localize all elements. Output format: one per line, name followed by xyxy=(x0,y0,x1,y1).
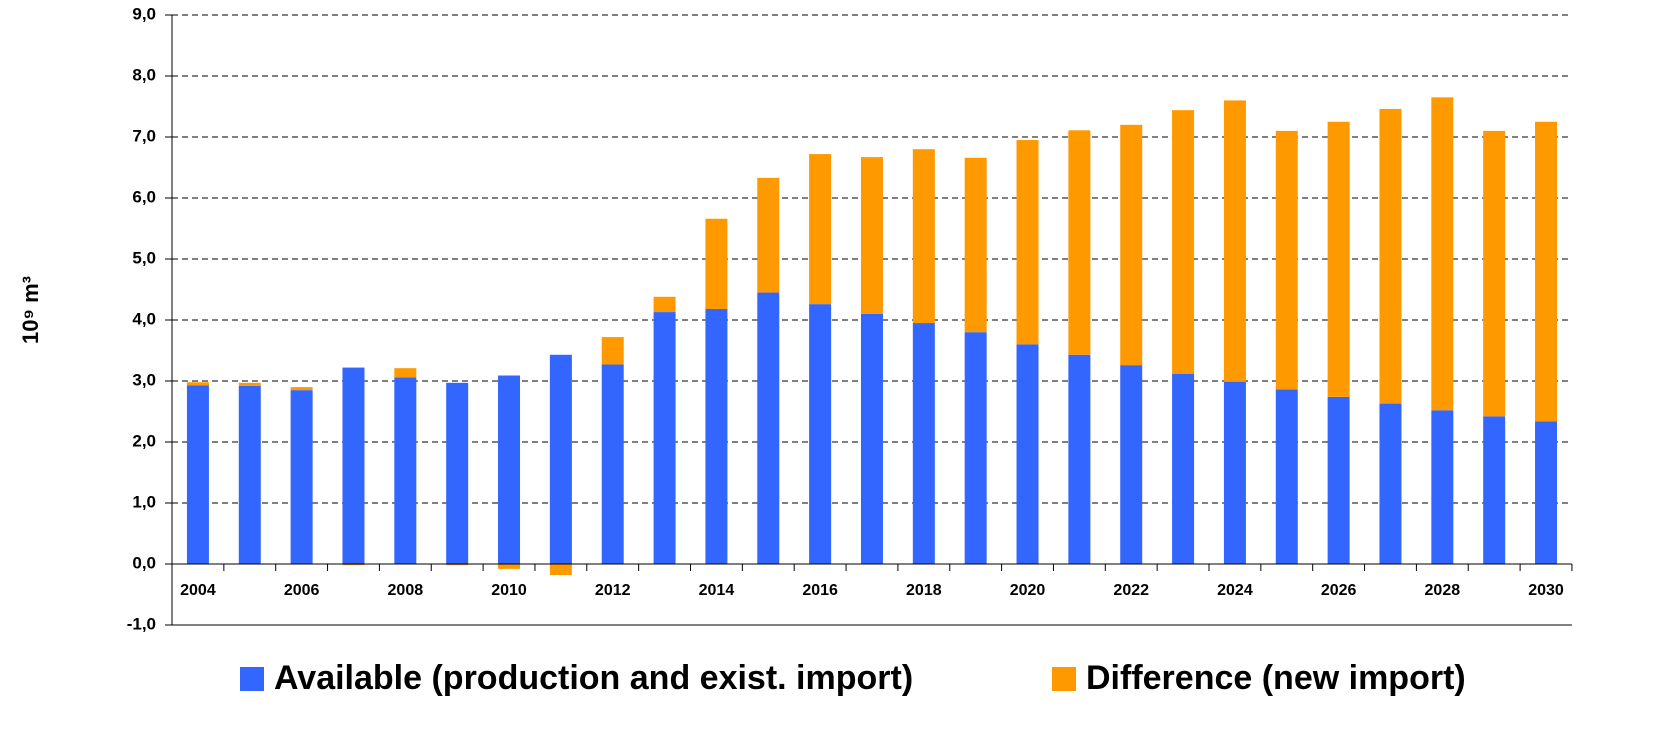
bar-segment xyxy=(757,292,780,564)
bar-segment xyxy=(601,337,624,365)
bar-segment xyxy=(394,368,417,378)
bar-segment xyxy=(446,382,469,564)
legend-swatch xyxy=(240,667,264,691)
bar-segment xyxy=(498,564,521,569)
bar-segment xyxy=(446,564,469,566)
y-tick-label: 1,0 xyxy=(132,492,156,511)
bar-segment xyxy=(912,323,935,564)
x-tick-label: 2020 xyxy=(1010,582,1046,599)
bar-segment xyxy=(342,564,365,566)
x-tick-label: 2006 xyxy=(284,582,320,599)
x-tick-label: 2028 xyxy=(1425,582,1461,599)
bar-segment xyxy=(1068,130,1091,355)
bar-segment xyxy=(1535,421,1558,564)
bar-segment xyxy=(653,312,676,564)
bar-segment xyxy=(1431,97,1454,411)
bar-segment xyxy=(705,218,728,310)
bar-segment xyxy=(705,309,728,564)
y-tick-label: 8,0 xyxy=(132,65,156,84)
bar-segment xyxy=(912,149,935,324)
bar-segment xyxy=(549,354,572,564)
legend-label: Difference (new import) xyxy=(1086,659,1466,697)
bar-segment xyxy=(1275,389,1298,564)
x-tick-label: 2026 xyxy=(1321,582,1357,599)
bar-segment xyxy=(860,157,883,314)
y-tick-label: 0,0 xyxy=(132,553,156,572)
bar-segment xyxy=(1016,140,1039,345)
bar-segment xyxy=(860,313,883,564)
bar-segment xyxy=(1068,354,1091,564)
bar-segment xyxy=(1431,410,1454,564)
x-tick-label: 2004 xyxy=(180,582,216,599)
bar-segment xyxy=(1327,396,1350,564)
bar-segment xyxy=(1223,100,1246,382)
bar-segment xyxy=(1379,108,1402,404)
bar-segment xyxy=(238,382,261,386)
bar-segment xyxy=(290,390,313,564)
bar-segment xyxy=(964,332,987,564)
bar-segment xyxy=(809,304,832,564)
bar-segment xyxy=(290,387,313,391)
bar-segment xyxy=(342,367,365,564)
y-tick-label: 9,0 xyxy=(132,4,156,23)
bar-segment xyxy=(498,375,521,564)
y-axis-label: 10⁹ m³ xyxy=(18,276,43,344)
bar-segment xyxy=(549,564,572,575)
x-tick-label: 2030 xyxy=(1528,582,1564,599)
legend-label: Available (production and exist. import) xyxy=(274,659,913,697)
x-tick-label: 2016 xyxy=(802,582,838,599)
bar-segment xyxy=(394,377,417,564)
y-tick-label: 7,0 xyxy=(132,126,156,145)
bar-segment xyxy=(1172,373,1195,564)
legend-swatch xyxy=(1052,667,1076,691)
x-tick-label: 2012 xyxy=(595,582,631,599)
x-tick-label: 2022 xyxy=(1113,582,1149,599)
y-tick-label: -1,0 xyxy=(127,614,156,633)
bar-segment xyxy=(1535,121,1558,422)
bar-segment xyxy=(964,157,987,333)
bar-segment xyxy=(757,177,780,293)
bar-segment xyxy=(1120,365,1143,564)
y-tick-label: 5,0 xyxy=(132,248,156,267)
x-tick-label: 2018 xyxy=(906,582,942,599)
y-tick-label: 3,0 xyxy=(132,370,156,389)
bar-segment xyxy=(1483,130,1506,417)
bar-segment xyxy=(1275,130,1298,390)
bar-segment xyxy=(1120,124,1143,366)
bar-segment xyxy=(1327,121,1350,397)
bar-segment xyxy=(601,364,624,564)
x-tick-label: 2010 xyxy=(491,582,527,599)
bar-segment xyxy=(186,382,209,386)
bar-segment xyxy=(1223,381,1246,564)
bar-segment xyxy=(809,154,832,305)
bar-segment xyxy=(1483,416,1506,564)
bar-segment xyxy=(653,296,676,313)
bar-segment xyxy=(238,385,261,564)
x-tick-label: 2024 xyxy=(1217,582,1253,599)
x-tick-label: 2014 xyxy=(699,582,735,599)
bar-segment xyxy=(1016,344,1039,564)
y-tick-label: 4,0 xyxy=(132,309,156,328)
bar-segment xyxy=(1379,403,1402,564)
x-tick-label: 2008 xyxy=(388,582,424,599)
y-tick-label: 2,0 xyxy=(132,431,156,450)
y-tick-label: 6,0 xyxy=(132,187,156,206)
bar-segment xyxy=(1172,110,1195,374)
bar-segment xyxy=(186,385,209,564)
